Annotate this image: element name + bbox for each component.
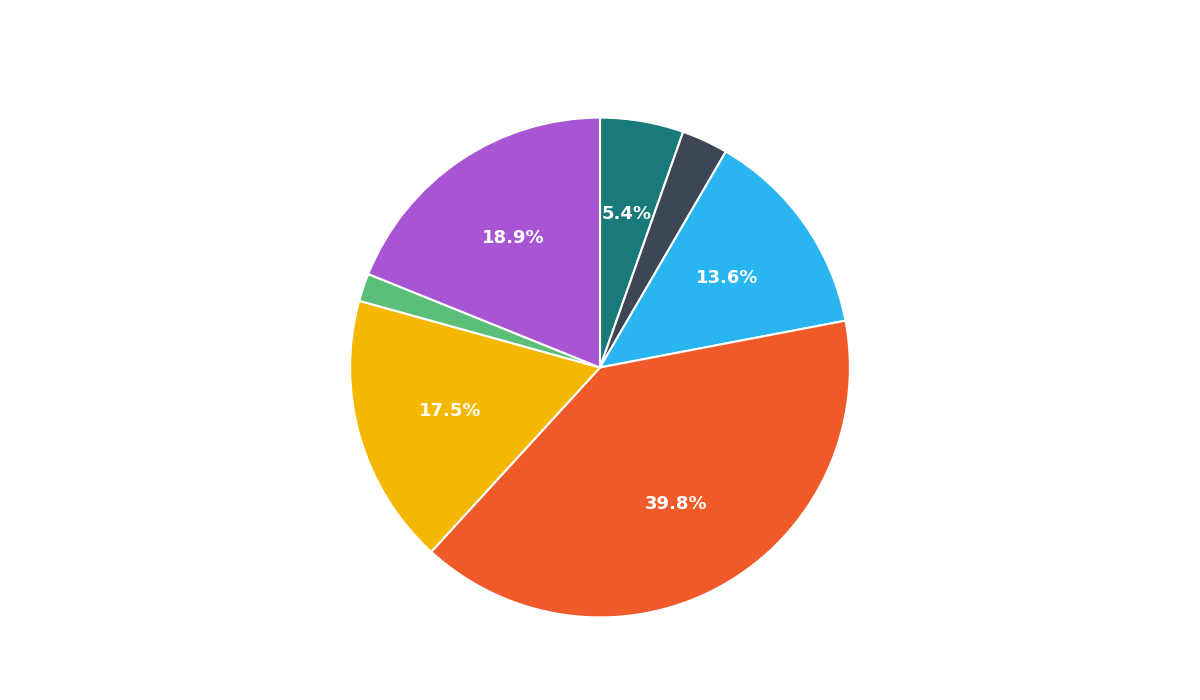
Wedge shape bbox=[600, 132, 726, 368]
Text: 18.9%: 18.9% bbox=[481, 230, 544, 247]
Wedge shape bbox=[600, 152, 846, 368]
Wedge shape bbox=[359, 274, 600, 368]
Text: 13.6%: 13.6% bbox=[696, 269, 758, 286]
Text: 17.5%: 17.5% bbox=[419, 402, 481, 419]
Wedge shape bbox=[600, 118, 683, 368]
Wedge shape bbox=[431, 321, 850, 617]
Wedge shape bbox=[350, 301, 600, 552]
Text: 5.4%: 5.4% bbox=[601, 205, 652, 223]
Wedge shape bbox=[368, 118, 600, 368]
Text: 39.8%: 39.8% bbox=[644, 495, 707, 512]
